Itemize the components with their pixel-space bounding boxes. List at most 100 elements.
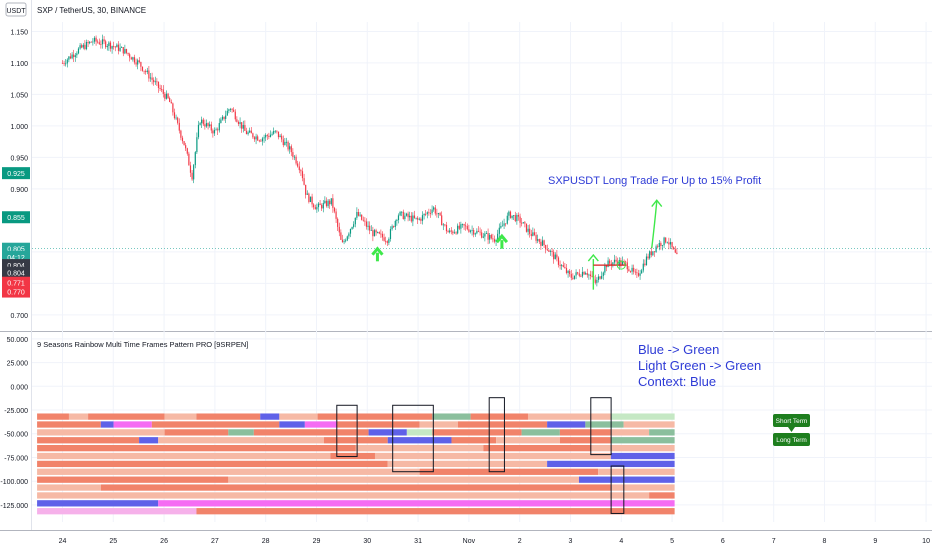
heatmap-segment — [610, 429, 650, 436]
candle-body — [173, 112, 176, 119]
price-tag-label: 0.925 — [7, 171, 25, 178]
candle-body — [385, 240, 387, 242]
candle-body — [613, 259, 616, 263]
candle-body — [345, 240, 347, 242]
candle-body — [185, 145, 187, 149]
legend-short-term[interactable] — [773, 414, 810, 427]
legend-long-term[interactable] — [773, 433, 810, 446]
price-tag-label: 0.804 — [7, 271, 25, 278]
heatmap-segment — [37, 476, 229, 483]
chart-title: SXP / TetherUS, 30, BINANCE — [37, 6, 146, 15]
candle-body — [465, 225, 467, 227]
heatmap-segment — [559, 437, 611, 444]
price-tick-label: 0.700 — [10, 313, 28, 320]
candle-body — [511, 215, 513, 218]
heatmap-segment — [355, 445, 484, 452]
candle-body — [300, 170, 302, 172]
candle-body — [233, 109, 235, 112]
heatmap-segment — [323, 437, 388, 444]
candle-body — [599, 276, 601, 279]
candle-body — [484, 233, 486, 237]
candle-body — [301, 171, 304, 179]
candle-body — [415, 217, 417, 219]
candle-body — [634, 271, 636, 273]
heatmap-segment — [406, 429, 433, 436]
candle-body — [309, 196, 312, 203]
candle-body — [372, 230, 374, 237]
price-tag-label: 0.770 — [7, 290, 25, 297]
candle-body — [210, 124, 212, 131]
price-tag — [2, 167, 30, 180]
currency-badge[interactable] — [5, 2, 27, 17]
candle-body — [407, 213, 409, 218]
candle-body — [618, 260, 620, 266]
candle-body — [644, 263, 646, 266]
candle-body — [204, 124, 206, 127]
candle-body — [514, 215, 516, 222]
candle-body — [357, 212, 360, 216]
time-axis[interactable]: 24 25 26 27 28 29 30 31 Nov 2 3 4 5 6 7 8 9 10 — [59, 538, 930, 545]
heatmap-segment — [649, 429, 675, 436]
candle-body — [161, 89, 163, 90]
candle-body — [447, 231, 449, 233]
trade-title-annotation: SXPUSDT Long Trade For Up to 15% Profit — [548, 175, 761, 187]
candle-body — [218, 123, 220, 131]
candle-body — [316, 207, 318, 210]
candle-body — [181, 137, 184, 142]
candle-body — [247, 132, 249, 135]
candle-body — [87, 42, 89, 44]
price-tick-label: 0.900 — [10, 187, 28, 194]
heatmap-segment — [196, 413, 261, 420]
candle-body — [241, 122, 243, 129]
candle-body — [321, 205, 323, 209]
heatmap-segment — [419, 421, 458, 428]
heatmap-segment — [100, 484, 611, 491]
candle-body — [583, 271, 585, 275]
candle-body — [61, 62, 64, 64]
candle-body — [191, 172, 193, 180]
arrow-up-icon — [651, 201, 658, 249]
candle-body — [234, 111, 236, 120]
candle-body — [333, 207, 336, 212]
candle-body — [217, 129, 219, 131]
candle-body — [359, 214, 361, 216]
candle-body — [527, 228, 529, 232]
candle-body — [79, 45, 81, 49]
candle-body — [405, 213, 408, 216]
candle-body — [442, 224, 444, 226]
candle-body — [436, 213, 438, 215]
heatmap-segment — [598, 468, 675, 475]
candle-body — [649, 251, 651, 259]
candle-body — [330, 198, 332, 205]
candle-body — [93, 37, 96, 42]
candle-body — [221, 116, 224, 120]
heatmap-segment — [37, 492, 650, 499]
candle-body — [477, 230, 480, 232]
heatmap-segment — [279, 413, 318, 420]
candle-body — [97, 41, 99, 43]
candle-body — [63, 63, 65, 64]
heatmap-segment — [527, 413, 611, 420]
candle-body — [257, 136, 259, 141]
candle-body — [180, 130, 182, 138]
candle-body — [476, 230, 478, 234]
heatmap-segment — [304, 421, 337, 428]
candle-body — [380, 233, 382, 235]
candle-body — [420, 218, 422, 221]
heatmap-segment — [610, 452, 675, 460]
candle-body — [565, 268, 568, 273]
currency-badge-label: USDT — [6, 8, 26, 15]
price-tag — [2, 285, 30, 298]
candle-body — [178, 122, 180, 131]
candle-body — [132, 57, 134, 60]
candle-body — [625, 261, 627, 263]
heatmap-segment — [164, 429, 229, 436]
candle-body — [386, 241, 388, 243]
candle-body — [545, 245, 547, 250]
candle-body — [572, 277, 574, 279]
heatmap-segment — [483, 445, 592, 452]
candle-body — [557, 257, 560, 265]
candle-body — [588, 274, 590, 276]
candle-body — [311, 196, 313, 205]
